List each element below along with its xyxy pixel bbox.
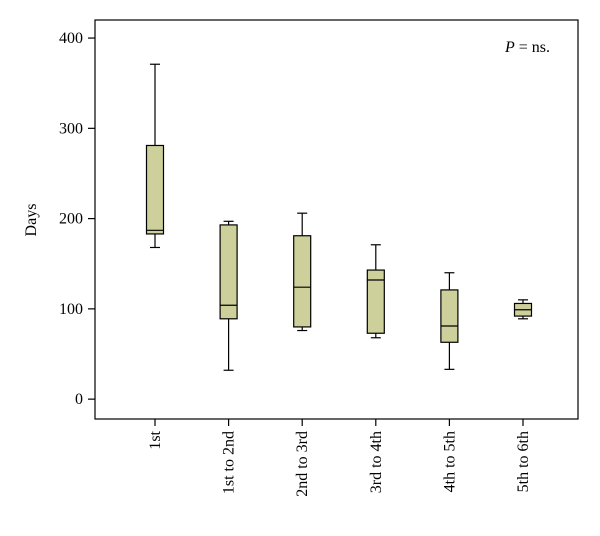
annotation-p: P (504, 39, 515, 56)
x-axis: 1st 1st to 2nd 2nd to 3rd 3rd to 4th 4th to … (147, 419, 532, 497)
x-tick-label: 1st (147, 430, 164, 449)
box-5 (440, 272, 459, 370)
box-iqr (440, 289, 459, 343)
y-tick-label: 200 (59, 211, 83, 228)
plot-frame (94, 19, 579, 420)
x-tick-label: 3rd to 4th (368, 431, 385, 493)
x-tick-label: 5th to 6th (515, 431, 532, 492)
box-iqr (366, 269, 385, 334)
box-6 (513, 299, 533, 320)
box-iqr (219, 224, 238, 320)
x-tick-label: 1st to 2nd (221, 431, 238, 494)
y-axis: 0 100 200 300 400 (59, 30, 95, 408)
box-iqr (145, 144, 165, 235)
box-2 (219, 220, 238, 371)
box-3 (293, 212, 312, 332)
box-4 (366, 244, 385, 339)
y-tick-label: 300 (59, 120, 83, 137)
x-tick-label: 2nd to 3rd (294, 431, 311, 497)
y-tick-label: 100 (59, 301, 83, 318)
box-iqr (293, 235, 312, 328)
annotation-rest: = ns. (515, 39, 550, 56)
box-1 (145, 63, 165, 249)
x-tick-label: 4th to 5th (441, 431, 458, 492)
y-axis-label: Days (23, 204, 40, 237)
significance-annotation: P = ns. (504, 39, 550, 56)
y-tick-label: 0 (75, 391, 83, 408)
y-tick-label: 400 (59, 30, 83, 47)
boxes-group (145, 63, 533, 371)
